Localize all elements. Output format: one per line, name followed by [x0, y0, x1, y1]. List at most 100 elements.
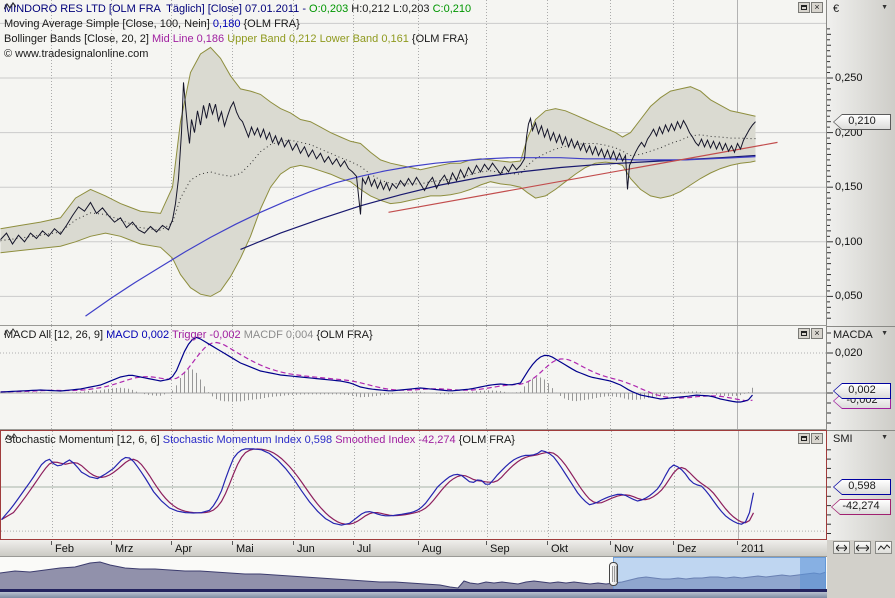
zoom-toolbar	[833, 541, 893, 554]
window-bottom-edge	[0, 592, 827, 598]
chevron-down-icon: ▼	[881, 330, 888, 337]
legend-text-segment: Smoothed Index -42,274	[335, 434, 459, 446]
maximize-icon	[801, 5, 807, 10]
moving-average-line	[85, 156, 756, 317]
navigator-drag-handle[interactable]	[609, 562, 618, 586]
smi-axis-header[interactable]: SMI ▼	[833, 433, 891, 446]
legend-row: Moving Average Simple [Close, 100, Nein]…	[4, 2, 471, 32]
legend-text-segment: Stochastic Momentum [12, 6, 6]	[5, 434, 163, 446]
chevron-down-icon: ▼	[881, 4, 888, 11]
legend-text-segment: MACDF 0,004	[243, 329, 317, 341]
macd-axis-header[interactable]: MACDA ▼	[833, 329, 891, 342]
smi-value-tag: 0,598	[833, 479, 891, 495]
stochastic-panel-legend: Stochastic Momentum [12, 6, 6] Stochasti…	[5, 433, 515, 448]
zigzag-line-icon	[877, 544, 890, 551]
month-tick	[51, 541, 52, 545]
month-label: Mrz	[115, 543, 134, 555]
legend-row: MINDORO RES LTD [OLM FRA Täglich] [Close…	[4, 2, 471, 17]
legend-text-segment: O:0,203	[309, 3, 349, 15]
indicator-line-icon	[4, 328, 16, 336]
axis-tick-label: 0,100	[835, 235, 863, 248]
month-tick	[171, 541, 172, 545]
bottom-right-corner	[827, 540, 895, 598]
legend-text-segment: Bollinger Bands [Close, 20, 2]	[4, 33, 152, 45]
legend-text-segment: C:0,210	[432, 3, 472, 15]
wide-double-arrow-icon	[856, 544, 870, 552]
zoom-out-horizontal-button[interactable]	[854, 541, 872, 554]
month-tick	[610, 541, 611, 545]
month-label: Apr	[175, 543, 193, 555]
stochastic-panel[interactable]: Stochastic Momentum [12, 6, 6] Stochasti…	[0, 430, 827, 540]
close-panel-button[interactable]: ×	[811, 433, 823, 444]
month-tick	[111, 541, 112, 545]
month-label: Jun	[297, 543, 315, 555]
close-panel-button[interactable]: ×	[811, 328, 823, 339]
macd-panel-legend: MACD All [12, 26, 9] MACD 0,002 Trigger …	[4, 328, 373, 343]
navigator-baseline	[0, 589, 827, 592]
close-price-line	[0, 82, 756, 245]
navigator-range-right-edge[interactable]	[800, 557, 826, 590]
range-navigator[interactable]	[0, 557, 827, 592]
legend-text-segment: {OLM FRA}	[316, 329, 373, 341]
month-tick	[737, 541, 738, 545]
stochastic-chart-canvas[interactable]	[1, 431, 826, 539]
month-label: Dez	[677, 543, 697, 555]
legend-text-segment: MINDORO RES LTD [OLM FRA Täglich] [Close…	[4, 3, 310, 15]
month-label: Jul	[357, 543, 372, 555]
legend-row: Stochastic Momentum [12, 6, 6] Stochasti…	[5, 433, 515, 448]
legend-text-segment: {OLM FRA}	[240, 18, 300, 30]
price-chart-canvas[interactable]	[0, 0, 827, 326]
price-axis-currency-label: €	[833, 3, 840, 15]
price-axis-header[interactable]: € ▼	[833, 3, 891, 16]
price-panel-window-buttons: ×	[797, 2, 823, 14]
legend-text-segment: H:0,212 L:0,203	[348, 3, 433, 15]
macd-line	[0, 336, 753, 403]
indicator-line-icon	[4, 2, 16, 10]
zoom-in-horizontal-button[interactable]	[833, 541, 850, 554]
close-icon: ×	[814, 2, 820, 12]
time-axis: Feb Mrz Apr Mai Jun Jul Aug Sep Okt Nov Dez 2011	[0, 540, 827, 557]
maximize-panel-button[interactable]	[798, 2, 810, 13]
month-label: Okt	[551, 543, 569, 555]
right-axis-column: € ▼ MACDA ▼ SMI ▼ 0,250 0,200 0,150 0,100 0,…	[827, 0, 895, 598]
smi-value-tag-value: 0,598	[834, 480, 890, 494]
legend-text-segment: © www.tradesignalonline.com	[4, 48, 149, 60]
legend-text-segment: MACD All [12, 26, 9]	[4, 329, 107, 341]
legend-text-segment: Trigger -0,002	[171, 329, 244, 341]
line-style-button[interactable]	[875, 541, 893, 554]
macd-value-tag: 0,002	[833, 383, 891, 399]
legend-text-segment: 0,180	[212, 18, 241, 30]
macd-value-tag-value: 0,002	[834, 384, 890, 398]
month-label: Aug	[422, 543, 442, 555]
month-label: Sep	[490, 543, 510, 555]
close-icon: ×	[814, 433, 820, 443]
narrow-double-arrow-icon	[836, 544, 847, 552]
close-icon: ×	[814, 328, 820, 338]
close-panel-button[interactable]: ×	[811, 2, 823, 13]
month-tick	[353, 541, 354, 545]
smi-smoothed-tag-value: -42,274	[832, 500, 890, 514]
smi-smoothed-tag: -42,274	[831, 499, 891, 515]
maximize-panel-button[interactable]	[798, 433, 810, 444]
legend-text-segment: Upper Band 0,212	[227, 33, 320, 45]
macd-panel[interactable]: MACD All [12, 26, 9] MACD 0,002 Trigger …	[0, 326, 827, 430]
macd-chart-canvas[interactable]	[0, 326, 827, 430]
month-tick	[418, 541, 419, 545]
last-price-tag-value: 0,210	[834, 115, 890, 129]
legend-row: © www.tradesignalonline.com	[4, 47, 471, 62]
axis-tick-label: 0,050	[835, 290, 863, 303]
month-tick	[547, 541, 548, 545]
axis-tick-label: 0,150	[835, 181, 863, 194]
price-panel[interactable]: MINDORO RES LTD [OLM FRA Täglich] [Close…	[0, 0, 827, 326]
maximize-icon	[801, 331, 807, 336]
axis-ticks	[827, 28, 833, 534]
maximize-panel-button[interactable]	[798, 328, 810, 339]
legend-row: MACD All [12, 26, 9] MACD 0,002 Trigger …	[4, 328, 373, 343]
macd-histogram	[4, 369, 753, 402]
trend-line-red	[388, 141, 778, 213]
legend-text-segment: Moving Average Simple [Close, 100, Nein]	[4, 18, 213, 30]
last-price-tag: 0,210	[833, 114, 891, 130]
indicator-line-icon	[5, 433, 17, 441]
navigator-selected-range[interactable]	[613, 557, 826, 590]
